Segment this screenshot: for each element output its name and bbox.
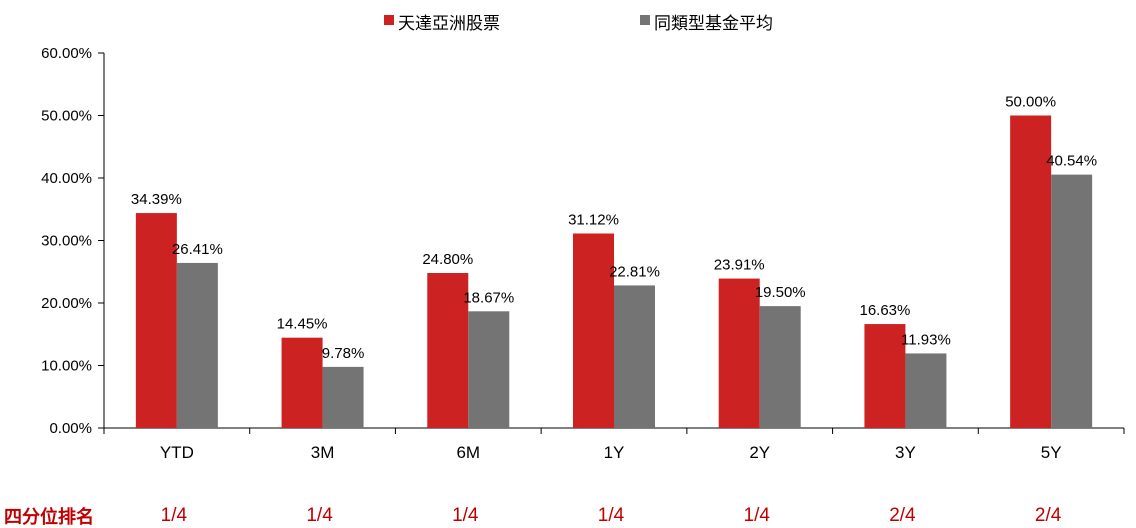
legend-swatch-series-2: [640, 15, 650, 25]
quartile-rank-row: 四分位排名 1/4 1/4 1/4 1/4 1/4 2/4 2/4: [4, 505, 1062, 528]
legend-swatch-series-1: [384, 15, 394, 25]
data-label: 9.78%: [322, 345, 365, 362]
y-tick-label: 0.00%: [49, 420, 92, 437]
x-tick-label: 2Y: [749, 443, 770, 462]
data-label: 23.91%: [714, 257, 765, 274]
data-label: 24.80%: [422, 251, 473, 268]
legend-label-series-1: 天達亞洲股票: [398, 14, 500, 34]
bar-series-2: [322, 366, 364, 428]
bar-series-1: [718, 278, 760, 428]
bar-series-2: [905, 353, 947, 428]
x-tick-label: YTD: [160, 443, 194, 462]
bar-series-1: [1010, 115, 1052, 428]
legend: 天達亞洲股票 同類型基金平均: [384, 14, 773, 34]
x-tick-label: 1Y: [604, 443, 625, 462]
bar-series-1: [135, 213, 177, 428]
x-tick-label: 3Y: [895, 443, 916, 462]
bar-series-2: [759, 306, 801, 428]
data-label: 26.41%: [172, 241, 223, 258]
quartile-rank-value: 1/4: [452, 505, 479, 526]
data-label: 31.12%: [568, 212, 619, 229]
bar-series-1: [864, 324, 906, 428]
data-label: 11.93%: [901, 331, 951, 348]
quartile-rank-value: 2/4: [1035, 505, 1062, 526]
x-axis: YTD 3M 6M 1Y 2Y 3Y 5Y: [103, 427, 1125, 462]
bar-series-1: [281, 337, 323, 428]
y-tick-label: 60.00%: [41, 45, 92, 62]
x-tick-label: 3M: [311, 443, 335, 462]
bar-series-1: [573, 233, 614, 428]
data-label: 14.45%: [277, 316, 328, 333]
quartile-rank-label: 四分位排名: [4, 506, 94, 528]
data-label: 50.00%: [1005, 94, 1056, 111]
y-tick-label: 50.00%: [41, 108, 92, 125]
bar-series-2: [468, 311, 510, 428]
data-label: 18.67%: [463, 289, 514, 306]
data-label: 22.81%: [609, 263, 660, 280]
x-tick-label: 5Y: [1041, 443, 1062, 462]
y-tick-label: 40.00%: [41, 170, 92, 187]
bars: [135, 115, 1093, 428]
bar-series-2: [176, 262, 218, 428]
bar-series-2: [614, 285, 655, 428]
quartile-rank-value: 1/4: [744, 505, 771, 526]
data-label: 40.54%: [1046, 153, 1097, 170]
bar-series-2: [1051, 174, 1093, 428]
quartile-rank-value: 1/4: [161, 505, 188, 526]
legend-label-series-2: 同類型基金平均: [654, 14, 773, 34]
x-tick-label: 6M: [456, 443, 480, 462]
data-label: 16.63%: [859, 302, 910, 319]
y-tick-label: 30.00%: [41, 233, 92, 250]
y-axis: 0.00% 10.00% 20.00% 30.00% 40.00% 50.00% 60.00…: [41, 45, 105, 437]
data-label: 34.39%: [131, 191, 182, 208]
data-label: 19.50%: [755, 284, 806, 301]
quartile-rank-value: 2/4: [889, 505, 916, 526]
quartile-rank-value: 1/4: [598, 505, 625, 526]
y-tick-label: 10.00%: [41, 358, 92, 375]
bar-series-1: [427, 273, 469, 428]
data-labels: 34.39% 26.41% 14.45% 9.78% 24.80% 18.67% 31.12…: [131, 94, 1097, 362]
quartile-rank-value: 1/4: [306, 505, 333, 526]
y-tick-label: 20.00%: [41, 295, 92, 312]
